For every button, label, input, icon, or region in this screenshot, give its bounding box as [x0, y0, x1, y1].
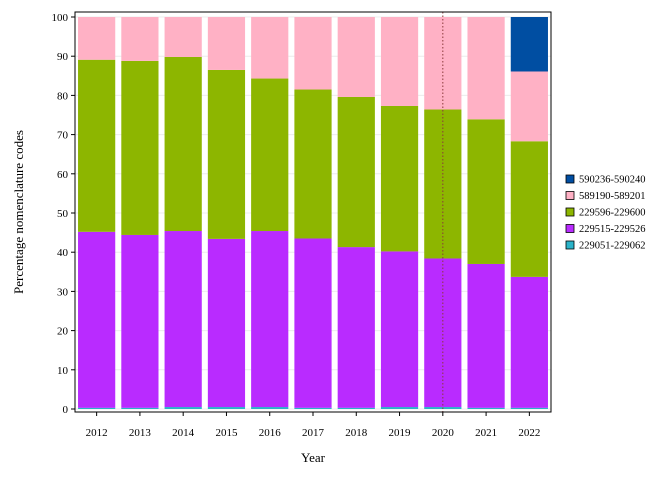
y-axis-title: Percentage nomenclature codes — [11, 130, 26, 294]
bar-stack-2019 — [380, 17, 419, 409]
bar-segment-2012-229596-229600 — [78, 59, 116, 232]
y-axis: 0 10 20 30 40 50 60 70 80 90 100 — [52, 12, 75, 416]
legend-swatch-229596-229600 — [565, 207, 575, 217]
bar-segment-2022-229596-229600 — [510, 141, 548, 277]
bar-segment-2015-589190-589201 — [207, 17, 246, 70]
legend-item-229596-229600: 229596-229600 — [565, 207, 646, 219]
x-axis: 2012 2013 2014 2015 2016 2017 2018 2019 2020 2021… — [86, 412, 540, 439]
legend-swatch-229051-229062 — [565, 240, 575, 250]
bar-segment-2012-229515-229526 — [78, 231, 116, 408]
y-tick-label-90: 90 — [57, 51, 69, 63]
bar-stack-2016 — [251, 17, 289, 409]
bar-segment-2019-229051-229062 — [380, 407, 419, 409]
bar-segment-2021-229051-229062 — [467, 407, 505, 409]
legend-item-589190-589201: 589190-589201 — [565, 191, 646, 202]
legend-swatch-229515-229526 — [565, 224, 575, 233]
y-tick-label-70: 70 — [57, 130, 69, 142]
bar-segment-2012-589190-589201 — [78, 17, 116, 60]
bar-segment-2020-589190-589201 — [424, 17, 462, 110]
legend-label-229051-229062: 229051-229062 — [579, 241, 646, 252]
x-tick-label-2022: 2022 — [518, 427, 540, 439]
bar-stack-2015 — [207, 17, 246, 409]
legend-label-590236-590240: 590236-590240 — [579, 175, 646, 186]
bar-segment-2020-229515-229526 — [424, 258, 462, 408]
bar-segment-2014-229515-229526 — [164, 231, 202, 408]
bar-segment-2022-229515-229526 — [510, 276, 548, 408]
y-tick-label-60: 60 — [57, 169, 69, 181]
bar-stack-2022 — [510, 17, 548, 409]
legend-swatch-589190-589201 — [565, 191, 575, 200]
bar-segment-2014-229596-229600 — [164, 56, 202, 232]
legend-item-229051-229062: 229051-229062 — [565, 240, 646, 252]
x-tick-label-2017: 2017 — [302, 427, 325, 439]
x-tick-label-2016: 2016 — [259, 427, 282, 439]
bar-segment-2015-229515-229526 — [207, 238, 246, 408]
bars — [78, 17, 548, 409]
bar-segment-2021-229515-229526 — [467, 263, 505, 408]
bar-segment-2018-229051-229062 — [337, 407, 375, 409]
bar-stack-2017 — [294, 17, 332, 409]
legend-label-229515-229526: 229515-229526 — [579, 224, 646, 235]
legend-item-590236-590240: 590236-590240 — [565, 174, 646, 186]
bar-segment-2017-229515-229526 — [294, 238, 332, 408]
bar-stack-2012 — [78, 17, 116, 409]
x-tick-label-2014: 2014 — [172, 427, 195, 439]
y-tick-label-0: 0 — [63, 404, 69, 416]
bar-segment-2019-229515-229526 — [380, 251, 419, 408]
bar-stack-2021 — [467, 17, 505, 409]
bar-segment-2013-229051-229062 — [121, 407, 159, 409]
bar-segment-2013-229596-229600 — [121, 60, 159, 235]
bar-segment-2017-589190-589201 — [294, 17, 332, 90]
legend: 590236-590240 589190-589201 229596-229600 2… — [565, 174, 646, 252]
bar-segment-2022-590236-590240 — [510, 17, 548, 72]
x-tick-label-2020: 2020 — [432, 427, 455, 439]
y-tick-label-40: 40 — [57, 247, 69, 259]
bar-stack-2014 — [164, 17, 202, 409]
bar-segment-2016-229051-229062 — [251, 407, 289, 409]
x-tick-label-2019: 2019 — [389, 427, 412, 439]
x-tick-label-2013: 2013 — [129, 427, 152, 439]
bar-stack-2020 — [424, 17, 462, 409]
bar-segment-2022-589190-589201 — [510, 71, 548, 142]
bar-segment-2015-229051-229062 — [207, 407, 246, 409]
legend-swatch-590236-590240 — [565, 174, 575, 184]
y-tick-label-30: 30 — [57, 286, 69, 298]
bar-segment-2018-229515-229526 — [337, 247, 375, 408]
legend-label-229596-229600: 229596-229600 — [579, 208, 646, 219]
bar-segment-2019-229596-229600 — [380, 105, 419, 252]
bar-segment-2022-229051-229062 — [510, 407, 548, 409]
bar-segment-2016-229596-229600 — [251, 78, 289, 232]
y-tick-label-20: 20 — [57, 326, 69, 338]
bar-segment-2013-229515-229526 — [121, 234, 159, 408]
bar-segment-2019-589190-589201 — [380, 17, 419, 106]
bar-stack-2013 — [121, 17, 159, 409]
x-tick-label-2015: 2015 — [215, 427, 238, 439]
y-tick-label-10: 10 — [57, 365, 69, 377]
x-tick-label-2018: 2018 — [345, 427, 368, 439]
bar-segment-2013-589190-589201 — [121, 17, 159, 61]
bar-segment-2018-589190-589201 — [337, 17, 375, 97]
y-tick-label-80: 80 — [57, 90, 69, 102]
y-tick-label-100: 100 — [52, 12, 69, 24]
legend-item-229515-229526: 229515-229526 — [565, 224, 646, 235]
bar-segment-2016-589190-589201 — [251, 17, 289, 79]
bar-segment-2021-589190-589201 — [467, 17, 505, 120]
bar-segment-2018-229596-229600 — [337, 96, 375, 248]
bar-segment-2021-229596-229600 — [467, 119, 505, 264]
x-tick-label-2012: 2012 — [86, 427, 108, 439]
bar-segment-2017-229596-229600 — [294, 89, 332, 239]
legend-label-589190-589201: 589190-589201 — [579, 191, 646, 202]
bar-segment-2012-229051-229062 — [78, 407, 116, 409]
x-tick-label-2021: 2021 — [475, 427, 497, 439]
x-axis-title: Year — [301, 450, 326, 465]
bar-segment-2015-229596-229600 — [207, 69, 246, 239]
bar-stack-2018 — [337, 17, 375, 409]
bar-segment-2016-229515-229526 — [251, 231, 289, 408]
bar-segment-2014-229051-229062 — [164, 407, 202, 409]
y-tick-label-50: 50 — [57, 208, 69, 220]
bar-segment-2014-589190-589201 — [164, 17, 202, 57]
bar-segment-2017-229051-229062 — [294, 407, 332, 409]
